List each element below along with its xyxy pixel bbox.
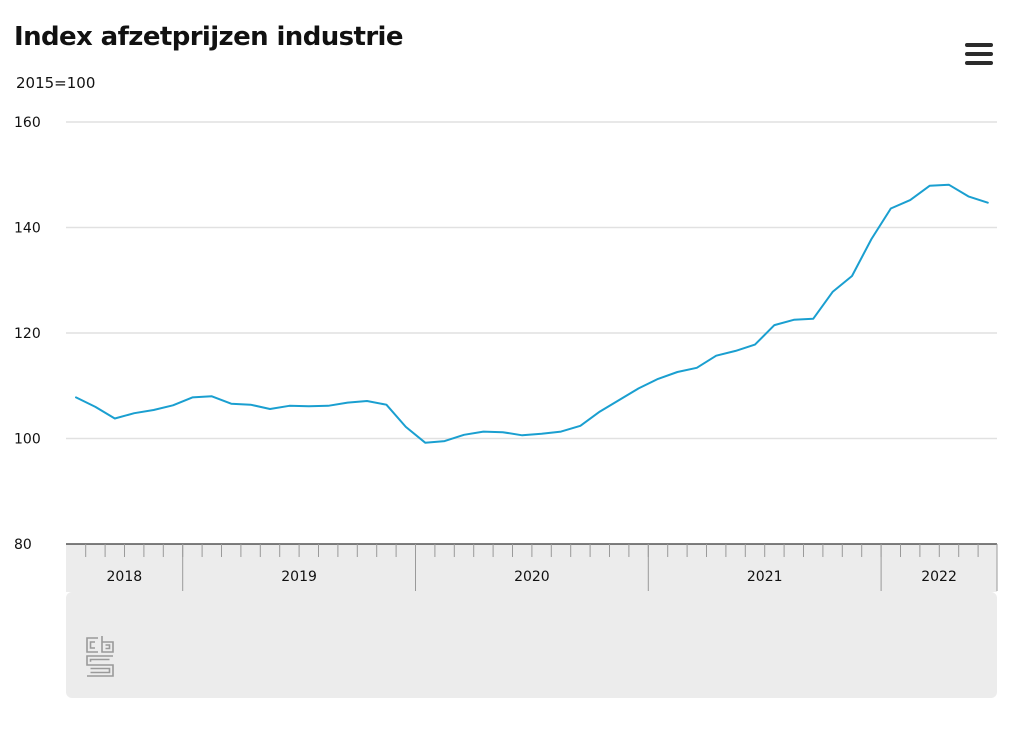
hamburger-menu-icon[interactable] [960,38,996,70]
chart-title: Index afzetprijzen industrie [14,22,404,52]
x-year-label: 2022 [921,569,957,585]
y-tick-label: 140 [14,221,41,237]
chart-subtitle: 2015=100 [16,74,96,92]
x-year-label: 2018 [107,569,143,585]
y-tick-label: 120 [14,326,41,342]
y-tick-label: 100 [14,432,41,448]
x-year-label: 2019 [281,569,317,585]
y-tick-label: 160 [14,115,41,131]
navigator-panel[interactable] [66,592,997,698]
cbs-logo-icon [86,636,114,677]
series-line[interactable] [75,183,989,444]
y-tick-label: 80 [14,537,32,553]
x-year-label: 2021 [747,569,783,585]
x-year-label: 2020 [514,569,550,585]
